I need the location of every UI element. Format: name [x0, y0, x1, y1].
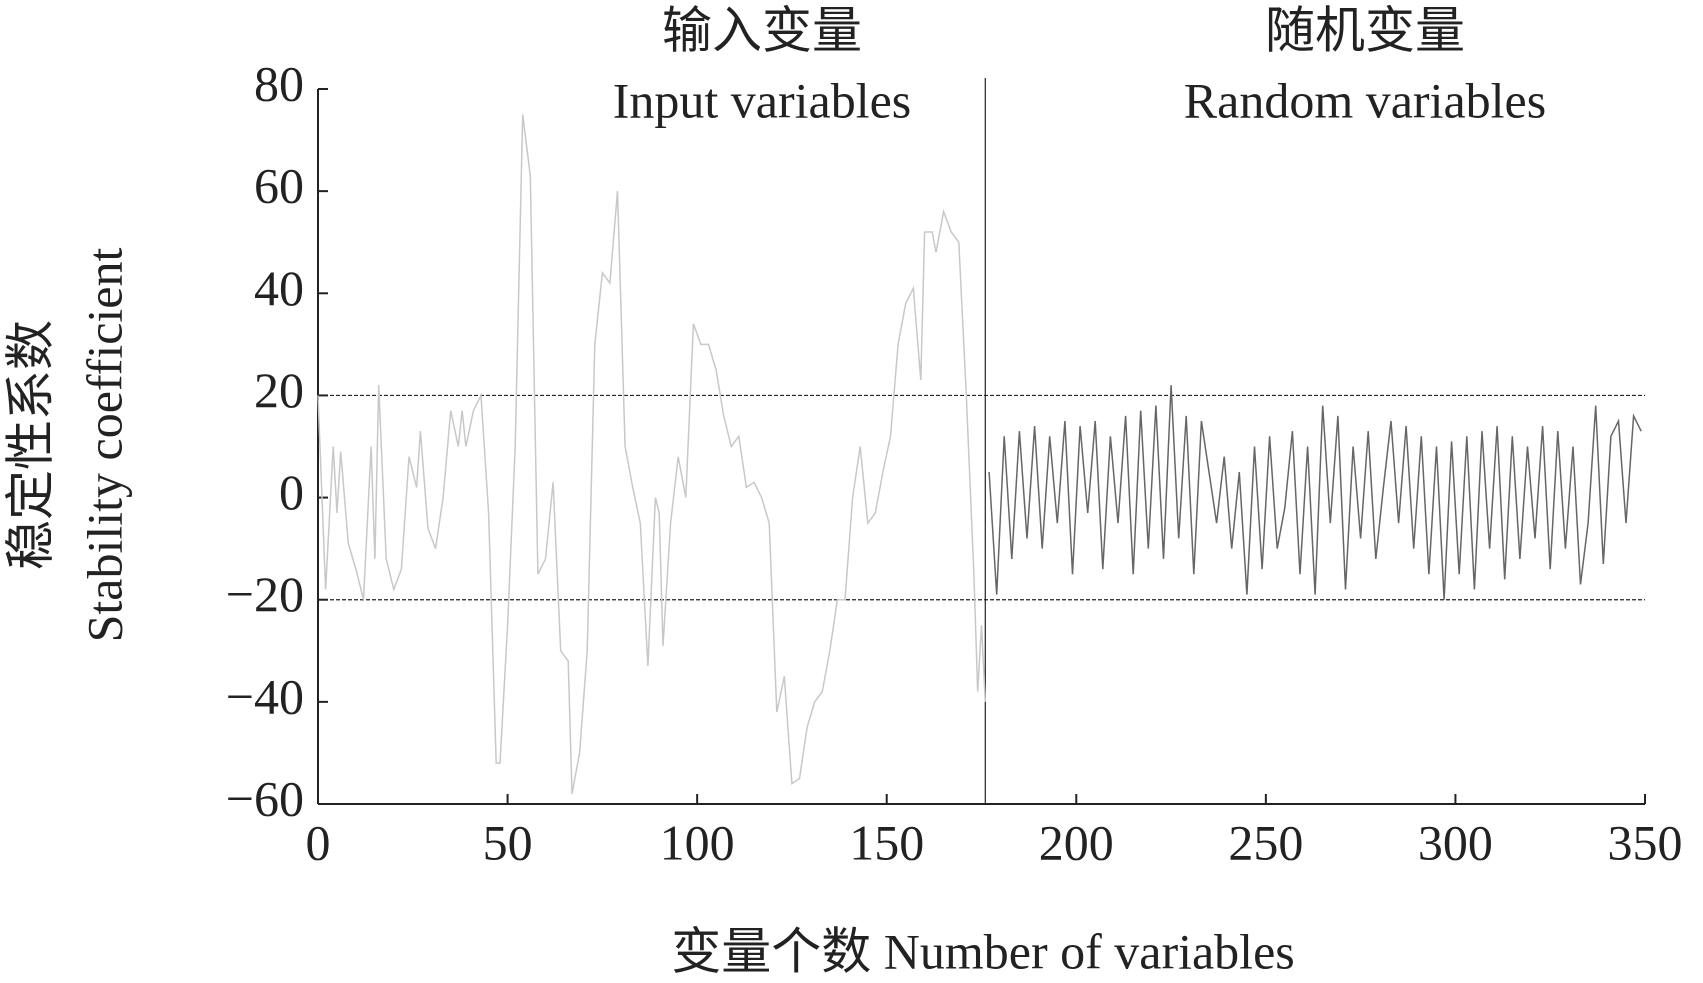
x-tick-label: 100 — [660, 814, 735, 870]
y-tick-label: −60 — [226, 770, 304, 826]
x-tick-label: 150 — [849, 814, 924, 870]
x-tick-label: 300 — [1418, 814, 1493, 870]
data-line — [317, 114, 987, 794]
y-tick-label: 60 — [254, 158, 304, 214]
x-tick-label: 0 — [306, 814, 331, 870]
region-label-en: Input variables — [613, 72, 912, 128]
y-tick-label: −20 — [226, 566, 304, 622]
y-tick-label: 40 — [254, 260, 304, 316]
y-axis-label: 稳定性系数 — [2, 320, 58, 570]
y-tick-label: 80 — [254, 55, 304, 111]
x-axis-label: 变量个数 Number of variables — [671, 923, 1294, 979]
x-tick-label: 200 — [1039, 814, 1114, 870]
region-label-en: Random variables — [1184, 72, 1546, 128]
x-tick-label: 250 — [1228, 814, 1303, 870]
data-line — [988, 385, 1642, 600]
y-tick-label: 0 — [279, 464, 304, 520]
x-tick-label: 350 — [1608, 814, 1683, 870]
x-tick-label: 50 — [483, 814, 533, 870]
y-tick-label: −40 — [226, 668, 304, 724]
region-label-cn: 输入变量 — [662, 2, 862, 58]
region-label-cn: 随机变量 — [1265, 2, 1465, 58]
y-axis-label: Stability coefficient — [76, 247, 132, 642]
y-tick-label: 20 — [254, 362, 304, 418]
